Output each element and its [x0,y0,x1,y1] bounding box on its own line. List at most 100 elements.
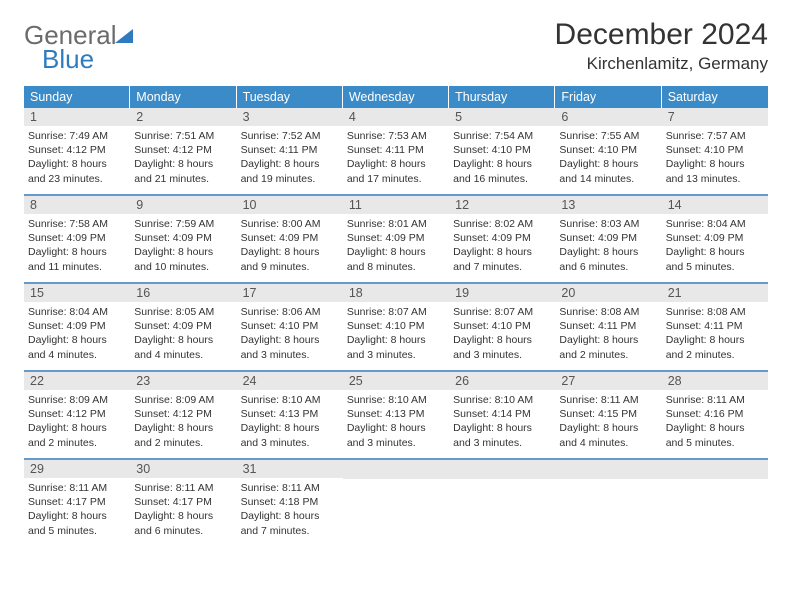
day-detail-line: Sunset: 4:10 PM [347,319,445,333]
day-detail-line: and 2 minutes. [28,436,126,450]
day-detail-line: and 7 minutes. [241,524,339,538]
day-detail-line: Daylight: 8 hours [559,333,657,347]
calendar-cell: 18Sunrise: 8:07 AMSunset: 4:10 PMDayligh… [343,284,449,370]
calendar-cell: 9Sunrise: 7:59 AMSunset: 4:09 PMDaylight… [130,196,236,282]
calendar-cell: 23Sunrise: 8:09 AMSunset: 4:12 PMDayligh… [130,372,236,458]
day-detail-line: and 13 minutes. [666,172,764,186]
dow-tuesday: Tuesday [237,86,343,108]
day-detail-line: Sunrise: 8:11 AM [559,393,657,407]
day-detail-line: Daylight: 8 hours [453,245,551,259]
day-detail-line: Sunrise: 8:09 AM [28,393,126,407]
day-detail-line: Daylight: 8 hours [134,421,232,435]
calendar-cell: 2Sunrise: 7:51 AMSunset: 4:12 PMDaylight… [130,108,236,194]
day-number: 28 [662,372,768,390]
dow-thursday: Thursday [449,86,555,108]
day-details: Sunrise: 7:54 AMSunset: 4:10 PMDaylight:… [453,129,551,186]
day-number: 15 [24,284,130,302]
day-detail-line: Daylight: 8 hours [134,333,232,347]
calendar-cell-empty [449,460,555,546]
day-number: 20 [555,284,661,302]
day-detail-line: Sunset: 4:12 PM [134,407,232,421]
calendar-cell-empty [343,460,449,546]
day-detail-line: Sunrise: 8:00 AM [241,217,339,231]
day-detail-line: Daylight: 8 hours [241,245,339,259]
day-detail-line: and 3 minutes. [241,348,339,362]
day-number: 10 [237,196,343,214]
day-detail-line: and 21 minutes. [134,172,232,186]
day-detail-line: and 4 minutes. [28,348,126,362]
day-number: 31 [237,460,343,478]
day-detail-line: Daylight: 8 hours [241,509,339,523]
calendar-cell: 10 Sunrise: 8:00 AMSunset: 4:09 PMDayligh… [237,196,343,282]
day-detail-line: Sunset: 4:11 PM [241,143,339,157]
day-detail-line: Sunrise: 8:09 AM [134,393,232,407]
day-number: 21 [662,284,768,302]
day-details: Sunrise: 7:51 AMSunset: 4:12 PMDaylight:… [134,129,232,186]
day-details: Sunrise: 8:11 AMSunset: 4:15 PMDaylight:… [559,393,657,450]
header: General Blue December 2024 Kirchenlamitz… [24,18,768,74]
day-detail-line: Sunrise: 7:54 AM [453,129,551,143]
day-detail-line: Sunrise: 8:11 AM [666,393,764,407]
day-detail-line: and 4 minutes. [134,348,232,362]
day-number [555,460,661,479]
day-number: 16 [130,284,236,302]
day-detail-line: and 23 minutes. [28,172,126,186]
day-detail-line: Sunrise: 7:58 AM [28,217,126,231]
day-number: 29 [24,460,130,478]
calendar-week: 29Sunrise: 8:11 AMSunset: 4:17 PMDayligh… [24,460,768,546]
day-details: Sunrise: 8:11 AMSunset: 4:18 PMDaylight:… [241,481,339,538]
day-detail-line: and 5 minutes. [666,260,764,274]
calendar-cell: 14Sunrise: 8:04 AMSunset: 4:09 PMDayligh… [662,196,768,282]
day-detail-line: Sunset: 4:09 PM [134,231,232,245]
day-detail-line: Daylight: 8 hours [347,245,445,259]
day-detail-line: Sunset: 4:13 PM [347,407,445,421]
day-detail-line: Sunset: 4:14 PM [453,407,551,421]
calendar-cell: 25Sunrise: 8:10 AMSunset: 4:13 PMDayligh… [343,372,449,458]
day-detail-line: Sunset: 4:09 PM [28,319,126,333]
day-details: Sunrise: 8:11 AMSunset: 4:16 PMDaylight:… [666,393,764,450]
day-number: 18 [343,284,449,302]
day-detail-line: Sunset: 4:11 PM [559,319,657,333]
day-detail-line: Daylight: 8 hours [453,421,551,435]
day-detail-line: Sunrise: 7:57 AM [666,129,764,143]
day-number [449,460,555,479]
day-detail-line: and 4 minutes. [559,436,657,450]
day-number [662,460,768,479]
day-number: 27 [555,372,661,390]
day-number: 25 [343,372,449,390]
day-number: 4 [343,108,449,126]
calendar-cell: 6Sunrise: 7:55 AMSunset: 4:10 PMDaylight… [555,108,661,194]
day-details: Sunrise: 8:09 AMSunset: 4:12 PMDaylight:… [134,393,232,450]
day-detail-line: Sunrise: 7:59 AM [134,217,232,231]
day-detail-line: Sunrise: 7:49 AM [28,129,126,143]
day-detail-line: Sunrise: 8:03 AM [559,217,657,231]
day-number: 5 [449,108,555,126]
day-details: Sunrise: 8:08 AMSunset: 4:11 PMDaylight:… [559,305,657,362]
calendar-cell: 20 Sunrise: 8:08 AMSunset: 4:11 PMDayligh… [555,284,661,370]
day-detail-line: Sunrise: 7:55 AM [559,129,657,143]
day-detail-line: Sunset: 4:17 PM [28,495,126,509]
day-detail-line: Daylight: 8 hours [241,157,339,171]
day-details: Sunrise: 8:04 AMSunset: 4:09 PMDaylight:… [666,217,764,274]
calendar-cell: 19Sunrise: 8:07 AMSunset: 4:10 PMDayligh… [449,284,555,370]
day-detail-line: and 2 minutes. [134,436,232,450]
month-title: December 2024 [555,18,768,52]
day-detail-line: Daylight: 8 hours [28,245,126,259]
day-detail-line: Sunset: 4:09 PM [241,231,339,245]
day-detail-line: Sunset: 4:10 PM [453,319,551,333]
day-detail-line: Sunrise: 8:05 AM [134,305,232,319]
day-number: 22 [24,372,130,390]
calendar-cell: 22Sunrise: 8:09 AMSunset: 4:12 PMDayligh… [24,372,130,458]
calendar: Sunday Monday Tuesday Wednesday Thursday… [24,86,768,546]
calendar-cell: 28 Sunrise: 8:11 AMSunset: 4:16 PMDayligh… [662,372,768,458]
day-details: Sunrise: 8:10 AMSunset: 4:13 PMDaylight:… [241,393,339,450]
day-details: Sunrise: 7:49 AMSunset: 4:12 PMDaylight:… [28,129,126,186]
day-detail-line: Sunrise: 7:52 AM [241,129,339,143]
dow-row: Sunday Monday Tuesday Wednesday Thursday… [24,86,768,108]
day-details: Sunrise: 7:53 AMSunset: 4:11 PMDaylight:… [347,129,445,186]
day-details: Sunrise: 8:02 AMSunset: 4:09 PMDaylight:… [453,217,551,274]
day-detail-line: Sunset: 4:15 PM [559,407,657,421]
day-detail-line: Sunset: 4:11 PM [347,143,445,157]
day-details: Sunrise: 8:04 AMSunset: 4:09 PMDaylight:… [28,305,126,362]
day-details: Sunrise: 8:07 AMSunset: 4:10 PMDaylight:… [453,305,551,362]
